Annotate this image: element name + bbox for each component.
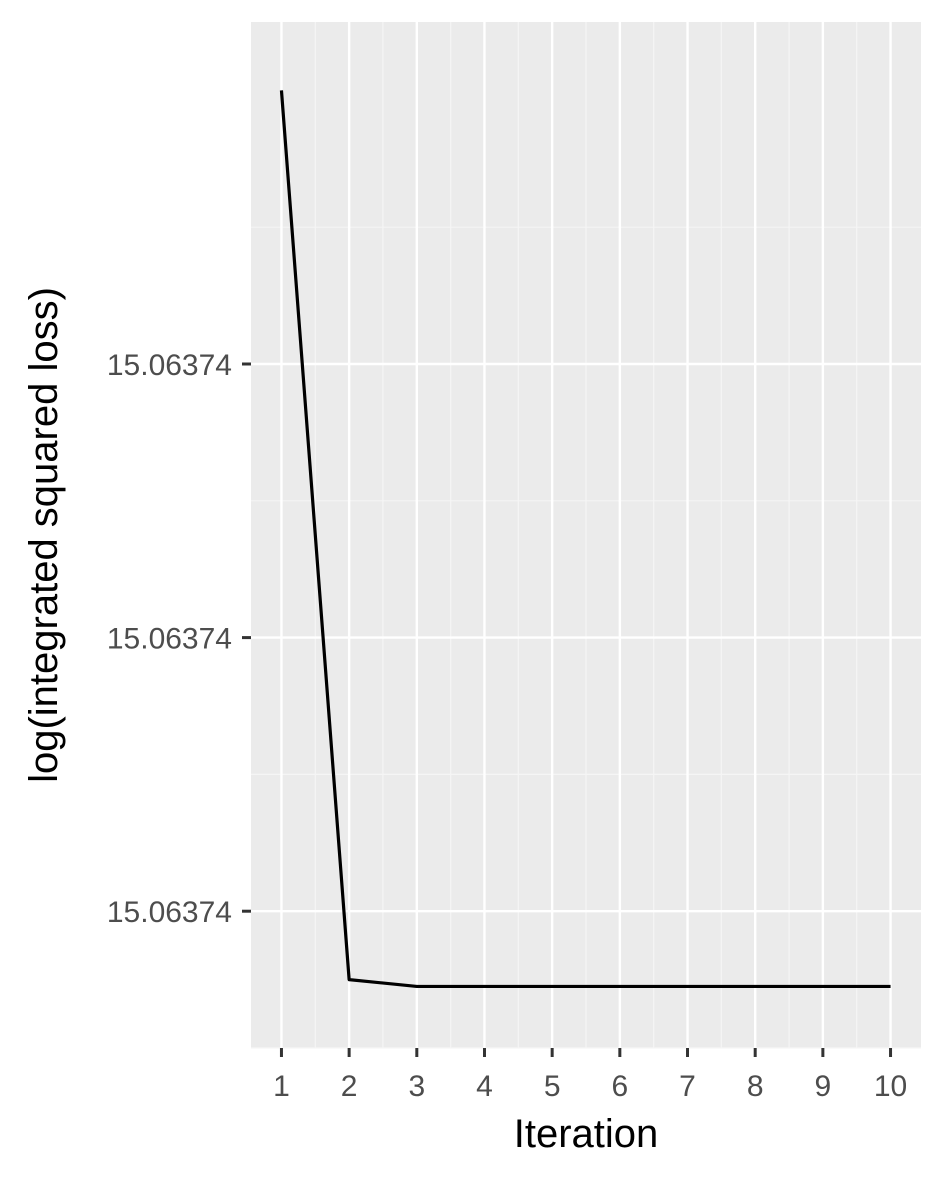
x-tick-label: 9 [815,1070,832,1103]
x-tick-label: 1 [273,1070,290,1103]
x-tick-label: 7 [679,1070,696,1103]
x-axis: 1 2 3 4 5 6 7 8 9 10 [273,1048,907,1103]
x-tick-label: 4 [476,1070,493,1103]
x-axis-title: Iteration [514,1112,659,1156]
y-axis: 15.06374 15.06374 15.06374 [107,349,251,929]
major-gridlines [251,22,921,1048]
y-tick-label: 15.06374 [107,349,232,382]
x-tick-label: 3 [408,1070,425,1103]
x-tick-label: 6 [611,1070,628,1103]
y-axis-title: log(integrated squared loss) [22,287,66,783]
x-tick-label: 10 [874,1070,907,1103]
y-tick-label: 15.06374 [107,623,232,656]
x-tick-label: 8 [747,1070,764,1103]
x-tick-label: 5 [544,1070,561,1103]
x-tick-label: 2 [341,1070,358,1103]
minor-gridlines [251,22,921,1049]
y-tick-label: 15.06374 [107,896,232,929]
series-line-loss [279,90,891,989]
